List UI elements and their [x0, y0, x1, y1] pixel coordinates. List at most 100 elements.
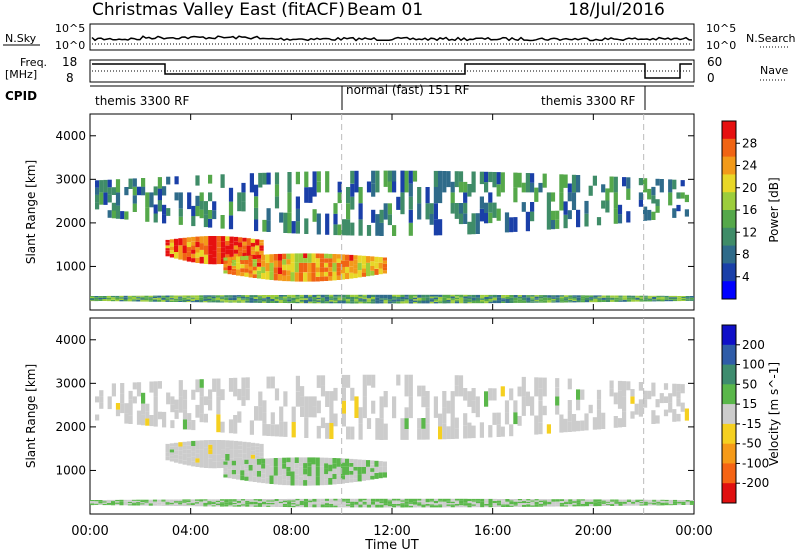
- heatmap-cell: [252, 270, 257, 275]
- heatmap-cell: [412, 170, 418, 182]
- heatmap-cell: [517, 299, 522, 302]
- heatmap-cell: [208, 440, 213, 445]
- heatmap-cell: [298, 272, 304, 282]
- heatmap-cell: [199, 387, 204, 397]
- heatmap-cell: [492, 498, 497, 501]
- heatmap-cell: [203, 236, 209, 246]
- heatmap-cell: [681, 299, 686, 300]
- heatmap-cell: [174, 245, 179, 252]
- heatmap-cell: [182, 409, 188, 420]
- heatmap-cell: [195, 175, 200, 186]
- heatmap-cell: [475, 294, 481, 298]
- heatmap-cell: [341, 498, 346, 501]
- heatmap-cell: [332, 473, 337, 480]
- heatmap-cell: [227, 461, 232, 466]
- heatmap-cell: [568, 500, 573, 502]
- heatmap-cell: [223, 267, 228, 271]
- heatmap-cell: [349, 266, 354, 273]
- heatmap-cell: [265, 271, 270, 280]
- heatmap-cell: [357, 270, 362, 278]
- colorbar-tick-label: 16: [742, 203, 757, 217]
- heatmap-cell: [332, 468, 337, 474]
- heatmap-cell: [312, 498, 317, 502]
- heatmap-cell: [294, 272, 299, 282]
- heatmap-cell: [564, 502, 569, 505]
- heatmap-cell: [638, 192, 643, 200]
- heatmap-cell: [228, 187, 234, 202]
- heatmap-cell: [379, 396, 384, 419]
- heatmap-cell: [115, 409, 121, 417]
- heatmap-cell: [191, 440, 196, 446]
- heatmap-cell: [238, 242, 243, 248]
- heatmap-cell: [186, 247, 192, 252]
- heatmap-cell: [538, 295, 543, 297]
- heatmap-cell: [319, 267, 325, 272]
- heatmap-cell: [324, 276, 329, 281]
- heatmap-cell: [94, 296, 99, 297]
- heatmap-cell: [677, 299, 682, 302]
- heatmap-cell: [404, 429, 409, 440]
- heatmap-cell: [216, 414, 221, 433]
- colorbar-swatch: [722, 138, 736, 158]
- heatmap-cell: [421, 385, 426, 397]
- heatmap-cell: [294, 463, 299, 469]
- heatmap-cell: [136, 502, 141, 504]
- heatmap-cell: [505, 299, 510, 301]
- heatmap-cell: [530, 502, 535, 505]
- heatmap-cell: [187, 413, 192, 422]
- heatmap-cell: [261, 266, 266, 273]
- heatmap-cell: [589, 499, 594, 502]
- heatmap-cell: [211, 505, 216, 507]
- heatmap-cell: [182, 505, 187, 507]
- heatmap-cell: [233, 236, 239, 242]
- heatmap-cell: [256, 464, 262, 471]
- heatmap-cell: [94, 502, 99, 504]
- heatmap-cell: [517, 501, 522, 503]
- heatmap-cell: [144, 499, 149, 502]
- heatmap-cell: [404, 302, 409, 304]
- heatmap-cell: [379, 296, 384, 299]
- heatmap-cell: [186, 499, 191, 501]
- heatmap-cell: [421, 300, 426, 304]
- heatmap-cell: [425, 407, 430, 424]
- heatmap-cell: [350, 500, 355, 502]
- heatmap-cell: [622, 295, 627, 298]
- heatmap-cell: [127, 500, 132, 502]
- heatmap-cell: [262, 296, 267, 299]
- colorbar-label: Velocity [m s^-1]: [767, 362, 781, 466]
- heatmap-cell: [304, 417, 309, 438]
- heatmap-cell: [601, 503, 606, 505]
- heatmap-cell: [195, 236, 200, 242]
- heatmap-cell: [345, 301, 351, 304]
- heatmap-cell: [361, 272, 366, 277]
- heatmap-cell: [454, 502, 460, 504]
- heatmap-cell: [95, 202, 100, 210]
- heatmap-cell: [103, 192, 108, 205]
- heatmap-cell: [123, 501, 128, 504]
- heatmap-cell: [538, 377, 543, 389]
- heatmap-cell: [676, 204, 681, 212]
- colorbar-tick-label: 4: [742, 270, 750, 284]
- heatmap-cell: [361, 268, 366, 273]
- heatmap-cell: [480, 301, 485, 304]
- heatmap-cell: [140, 499, 145, 501]
- heatmap-cell: [429, 498, 434, 501]
- heatmap-cell: [165, 502, 170, 504]
- freq-strip-frame: [89, 59, 695, 83]
- heatmap-cell: [195, 453, 200, 459]
- heatmap-cell: [408, 502, 413, 504]
- heatmap-cell: [228, 296, 233, 298]
- heatmap-cell: [408, 374, 413, 397]
- heatmap-cell: [178, 455, 183, 460]
- heatmap-cell: [262, 172, 267, 185]
- heatmap-cell: [232, 505, 237, 507]
- heatmap-cell: [269, 254, 274, 263]
- heatmap-cell: [538, 505, 543, 507]
- heatmap-cell: [459, 294, 464, 298]
- heatmap-cell: [664, 499, 669, 502]
- heatmap-cell: [480, 501, 485, 505]
- heatmap-cell: [238, 251, 243, 257]
- heatmap-cell: [253, 504, 258, 506]
- heatmap-cell: [522, 499, 527, 502]
- heatmap-cell: [256, 266, 262, 271]
